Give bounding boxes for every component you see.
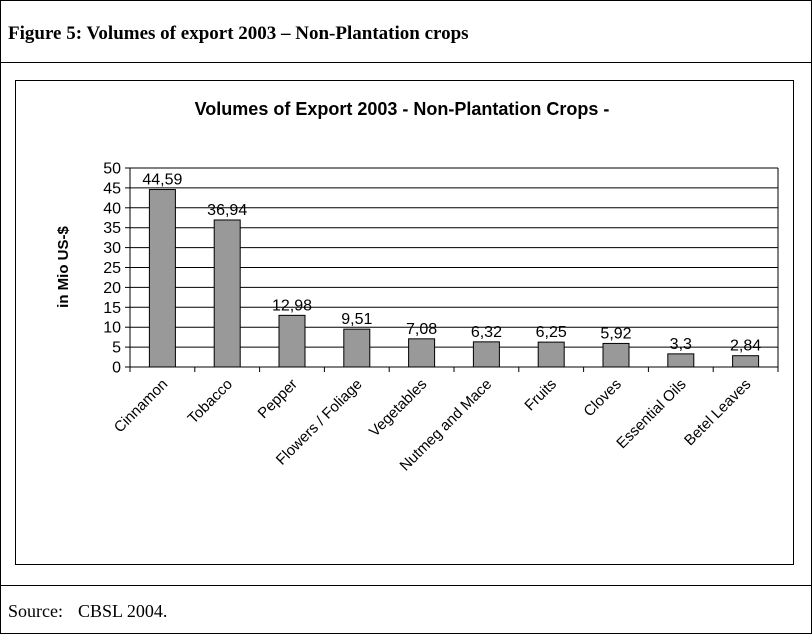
bar-pepper [278,314,306,368]
chart-title: Volumes of Export 2003 - Non-Plantation … [195,99,610,119]
x-tick-label: Cinnamon [111,376,171,436]
value-label: 44,59 [142,172,182,189]
figure-title: Figure 5: Volumes of export 2003 – Non-P… [8,23,469,44]
bar-cinnamon [148,189,176,368]
bar-essential-oils [667,353,695,368]
axes [125,167,779,372]
bar-betel-leaves [732,355,760,368]
value-label: 9,51 [341,311,372,328]
value-labels: 44,59 36,94 12,98 9,51 7,08 6,32 6,25 5,92 3,3 2,… [142,172,761,355]
y-tick-label: 5 [112,340,121,357]
y-axis-label: in Mio US-$ [55,226,72,308]
value-label: 2,84 [730,338,761,355]
x-tick-label: Essential Oils [613,376,689,452]
y-tick-label: 20 [103,280,121,297]
bar-tobacco [213,219,241,368]
value-label: 6,32 [471,324,502,341]
x-tick-label: Tobacco [184,376,236,428]
chart-area [15,80,794,565]
bar-fruits [537,341,565,368]
x-tick-label: Vegetables [366,376,431,441]
x-tick-label: Fruits [521,376,560,415]
bar-nutmeg-and-mace [472,341,500,368]
y-tick-label: 30 [103,240,121,257]
value-label: 6,25 [536,324,567,341]
y-tick-label: 25 [103,260,121,277]
value-label: 3,3 [670,336,692,353]
x-tick-label: Betel Leaves [681,376,754,449]
source-divider [0,585,812,586]
source-label: Source: [8,601,63,621]
y-tick-label: 50 [103,161,121,178]
y-tick-label: 15 [103,300,121,317]
title-divider [0,62,812,63]
y-tick-labels: 0 5 10 15 20 25 30 35 40 45 50 [103,161,121,377]
y-tick-label: 35 [103,220,121,237]
source-line: Source: CBSL 2004. [8,601,167,622]
x-tick-label: Cloves [580,376,624,420]
y-tick-label: 10 [103,320,121,337]
bar-cloves [602,342,630,368]
bars [148,189,760,368]
value-label: 5,92 [600,325,631,342]
bar-vegetables [408,338,436,368]
value-label: 12,98 [272,297,312,314]
bar-flowers-foliage [343,328,371,368]
value-label: 36,94 [207,202,247,219]
x-tick-label: Pepper [255,376,301,422]
y-tick-label: 45 [103,180,121,197]
value-label: 7,08 [406,321,437,338]
source-text: CBSL 2004. [78,601,168,621]
y-tick-label: 40 [103,200,121,217]
y-tick-label: 0 [112,360,121,377]
